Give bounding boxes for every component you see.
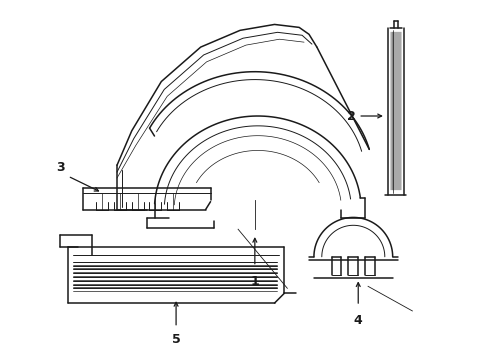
Text: 2: 2 [346,109,355,122]
Text: 4: 4 [354,314,363,327]
Text: 3: 3 [56,161,65,174]
Text: 1: 1 [250,275,259,288]
Text: 5: 5 [172,333,180,346]
